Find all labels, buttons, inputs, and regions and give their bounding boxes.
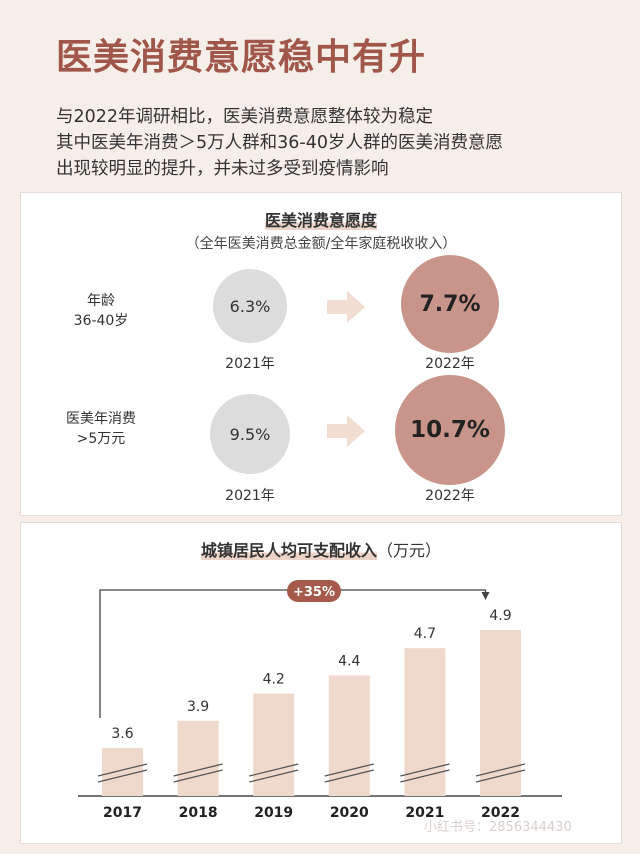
value-label-2018: 3.9: [187, 699, 209, 715]
value-label-2017: 3.6: [111, 726, 133, 742]
value-label-2020: 4.4: [338, 653, 360, 669]
tick-label-2018: 2018: [179, 805, 218, 821]
axis-break-mark: [324, 769, 374, 783]
axis-break-mark: [173, 763, 223, 777]
age-year-after: 2022年: [425, 356, 475, 372]
tick-label-2017: 2017: [103, 805, 142, 821]
age-2022-circle: 7.7%: [401, 255, 499, 353]
spend-2021-circle: 9.5%: [210, 394, 290, 474]
subtitle-line-3: 出现较明显的提升，并未过多受到疫情影响: [56, 159, 389, 179]
axis-break-mark: [475, 769, 526, 783]
axis-break-mark: [249, 763, 299, 777]
value-label-2021: 4.7: [414, 626, 436, 642]
axis-break-mark: [97, 769, 148, 783]
willingness-note: （全年医美消费总金额/全年家庭税收收入）: [185, 236, 457, 252]
spend-year-before: 2021年: [225, 488, 275, 504]
spend-year-after: 2022年: [425, 488, 475, 504]
age-year-before: 2021年: [225, 356, 275, 372]
axis-break-mark: [173, 769, 223, 783]
value-label-2022: 4.9: [489, 608, 511, 624]
bar-2020: [328, 675, 370, 796]
bar-2019: [253, 693, 295, 796]
growth-badge-label: +35%: [293, 585, 335, 600]
spend-2022-circle: 10.7%: [395, 375, 505, 485]
axis-break-mark: [400, 763, 450, 777]
row-age-label: 年龄 36-40岁: [73, 293, 129, 329]
growth-arrowhead: [481, 592, 490, 600]
age-2021-circle: 6.3%: [213, 269, 287, 343]
subtitle-line-2: 其中医美年消费＞5万人群和36-40岁人群的医美消费意愿: [56, 133, 503, 153]
axis-break-mark: [475, 763, 526, 777]
axis-break-mark: [400, 769, 450, 783]
watermark: 小红书号：2856344430: [424, 820, 572, 835]
tick-label-2020: 2020: [330, 805, 369, 821]
axis-break-mark: [324, 763, 374, 777]
bar-2022: [480, 630, 521, 796]
value-label-2019: 4.2: [263, 672, 285, 688]
willingness-title: 医美消费意愿度: [264, 211, 377, 230]
tick-label-2021: 2021: [405, 805, 444, 821]
page-title: 医美消费意愿稳中有升: [56, 37, 427, 78]
axis-break-mark: [249, 769, 299, 783]
arrow-right-icon: [327, 415, 365, 447]
growth-badge: [287, 580, 341, 602]
bar-2017: [102, 748, 143, 796]
subtitle-line-1: 与2022年调研相比，医美消费意愿整体较为稳定: [56, 107, 434, 127]
willingness-card: 医美消费意愿度 （全年医美消费总金额/全年家庭税收收入） 年龄 36-40岁 6…: [20, 192, 622, 516]
tick-label-2019: 2019: [254, 805, 293, 821]
arrow-right-icon: [327, 291, 365, 323]
tick-label-2022: 2022: [481, 805, 520, 821]
bar-2021: [404, 648, 446, 796]
axis-break-mark: [97, 763, 148, 777]
row-spend-label: 医美年消费 >5万元: [66, 411, 136, 447]
bar-2018: [177, 720, 219, 796]
income-title: 城镇居民人均可支配收入（万元）: [200, 541, 442, 560]
